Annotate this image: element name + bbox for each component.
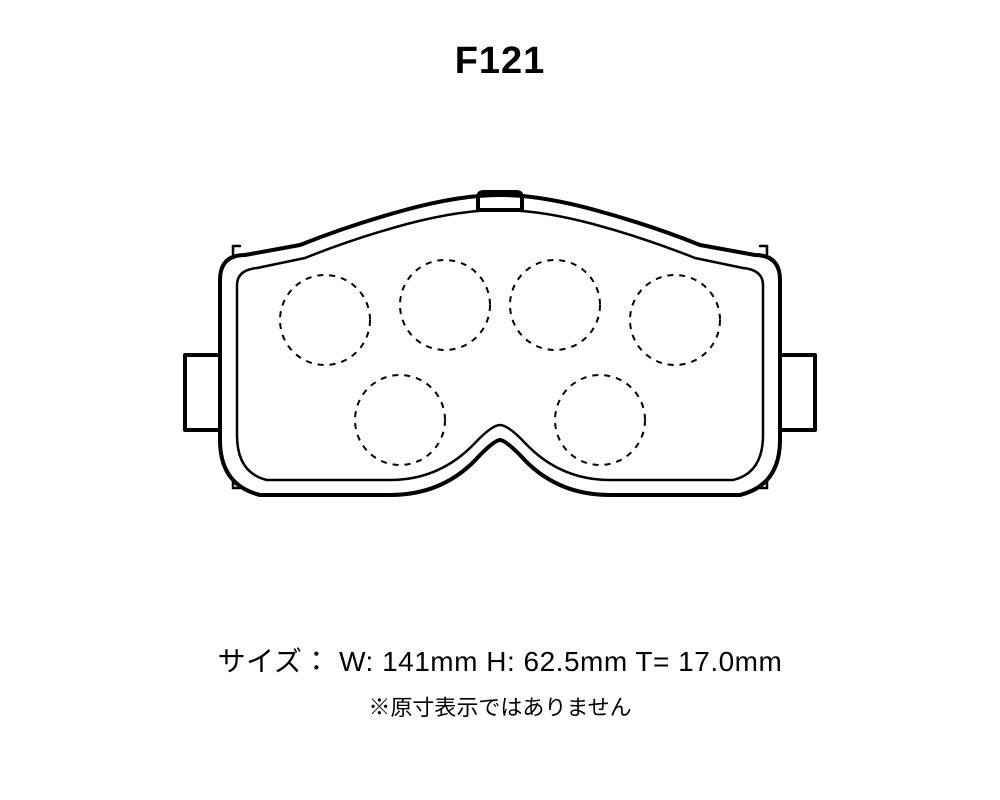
corner-nib-1: [760, 246, 767, 254]
part-number-title: F121: [0, 40, 1000, 83]
not-actual-size-note: ※原寸表示ではありません: [0, 690, 1000, 722]
rivet-circle-0: [280, 275, 370, 365]
rivet-circle-4: [630, 275, 720, 365]
figure-root: F121 サイズ： W: 141mm H: 62.5mm T= 17.0mm ※…: [0, 0, 1000, 800]
corner-nib-0: [233, 246, 240, 254]
rivet-circle-1: [400, 260, 490, 350]
dimensions-line: サイズ： W: 141mm H: 62.5mm T= 17.0mm: [0, 640, 1000, 680]
rivet-circle-3: [510, 260, 600, 350]
outer-plate-outline: [185, 195, 815, 495]
brake-pad-svg: [100, 150, 900, 590]
brake-pad-drawing: [100, 150, 900, 590]
rivet-circle-2: [355, 375, 445, 465]
rivet-circle-5: [555, 375, 645, 465]
